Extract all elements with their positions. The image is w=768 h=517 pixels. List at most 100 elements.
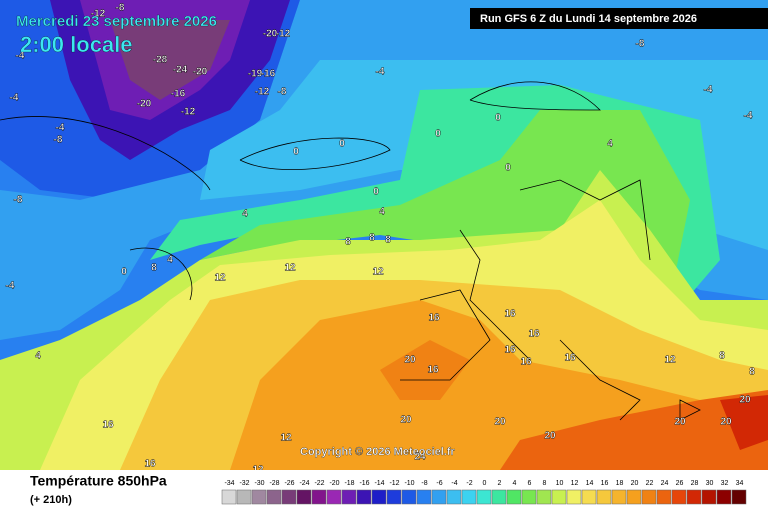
contour-label: 4 [242,209,248,220]
scale-label: -14 [374,480,384,487]
scale-label: 0 [483,480,487,487]
contour-label: -4 [56,123,65,134]
run-info: Run GFS 6 Z du Lundi 14 septembre 2026 [480,13,697,25]
contour-label: 8 [385,235,391,246]
contour-label: 20 [404,355,416,366]
contour-label: -12 [181,107,196,118]
scale-label: 12 [571,480,579,487]
contour-label: -4 [704,85,713,96]
contour-label: 16 [102,420,114,431]
contour-label: -16 [171,89,186,100]
scale-label: -18 [344,480,354,487]
scale-label: -24 [299,480,309,487]
scale-swatch [476,489,492,505]
contour-label: 16 [144,459,156,470]
scale-label: -32 [239,480,249,487]
contour-label: -20 [193,67,208,78]
scale-swatch [446,489,462,505]
contour-label: -20 [263,29,278,40]
contour-label: 4 [607,139,613,150]
scale-swatch [356,489,372,505]
contour-label: -12 [255,87,270,98]
scale-swatch [491,489,507,505]
scale-label: -8 [421,480,427,487]
scale-swatch [596,489,612,505]
scale-swatch [401,489,417,505]
contour-label: -8 [14,195,23,206]
scale-label: 4 [513,480,517,487]
map-area [0,0,768,470]
scale-label: 22 [646,480,654,487]
contour-label: -19 [248,69,263,80]
contour-label: -12 [91,9,106,20]
contour-label: 20 [674,417,686,428]
scale-label: 10 [556,480,564,487]
contour-label: -24 [173,65,188,76]
scale-swatch [251,489,267,505]
contour-label: 0 [373,187,379,198]
scale-label: 32 [721,480,729,487]
contour-label: -8 [636,39,645,50]
contour-label: -8 [54,135,63,146]
scale-swatch [281,489,297,505]
contour-label: 0 [495,113,501,124]
scale-swatch [266,489,282,505]
contour-label: 0 [339,139,345,150]
contour-label: -4 [10,93,19,104]
contour-label: 4 [379,207,385,218]
scale-swatch [566,489,582,505]
scale-swatch [551,489,567,505]
scale-label: 2 [498,480,502,487]
scale-swatch [716,489,732,505]
scale-swatch [581,489,597,505]
scale-label: 8 [543,480,547,487]
contour-label: -4 [744,111,753,122]
scale-label: 26 [676,480,684,487]
contour-label: -8 [116,3,125,14]
contour-label: -16 [261,69,276,80]
contour-label: 0 [293,147,299,158]
scale-swatch [431,489,447,505]
scale-label: -16 [359,480,369,487]
scale-label: -34 [224,480,234,487]
scale-label: -12 [389,480,399,487]
scale-swatch [416,489,432,505]
contour-label: 8 [749,367,755,378]
scale-swatch [326,489,342,505]
run-box [470,8,768,29]
contour-label: 24 [414,452,426,463]
contour-label: 16 [428,313,440,324]
scale-label: 14 [586,480,594,487]
contour-label: 12 [372,267,384,278]
scale-swatch [311,489,327,505]
contour-label: 20 [720,417,732,428]
scale-swatch [521,489,537,505]
scale-swatch [656,489,672,505]
contour-label: -4 [376,67,385,78]
scale-label: 6 [528,480,532,487]
contour-label: -8 [278,87,287,98]
contour-label: 16 [504,309,516,320]
scale-swatch [221,489,237,505]
contour-label: -20 [137,99,152,110]
scale-swatch [701,489,717,505]
scale-label: -30 [254,480,264,487]
scale-label: -28 [269,480,279,487]
contour-label: 8 [345,237,351,248]
field-name: Température 850hPa [30,473,167,489]
contour-label: 12 [284,263,296,274]
contour-label: 0 [435,129,441,140]
scale-label: -6 [436,480,442,487]
scale-label: -22 [314,480,324,487]
scale-swatch [341,489,357,505]
contour-label: 8 [719,351,725,362]
scale-swatch [626,489,642,505]
contour-label: 16 [427,365,439,376]
scale-swatch [386,489,402,505]
contour-label: 4 [35,351,41,362]
contour-label: -4 [16,51,25,62]
contour-label: 20 [739,395,751,406]
contour-label: 16 [564,353,576,364]
contour-label: 16 [504,345,516,356]
